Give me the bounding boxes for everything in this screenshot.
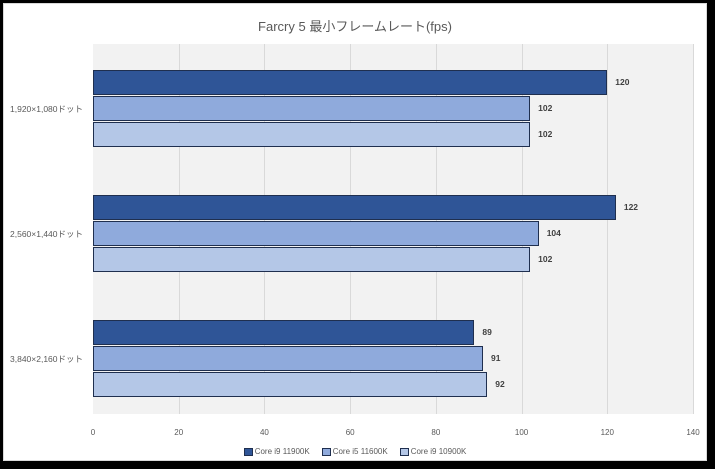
gridline: [693, 44, 694, 414]
x-tick-label: 20: [174, 428, 184, 437]
legend-swatch-icon: [243, 447, 253, 456]
data-label: 102: [538, 129, 553, 139]
data-label: 91: [491, 353, 501, 363]
bar: [93, 96, 531, 121]
legend-label: Core i5 11600K: [332, 447, 388, 456]
category-label: 2,560×1,440ドット: [10, 229, 84, 239]
data-label: 102: [538, 254, 553, 264]
bar: [93, 195, 616, 220]
x-tick-label: 140: [686, 428, 700, 437]
data-label: 92: [495, 379, 505, 389]
chart-frame: Farcry 5 最小フレームレート(fps) 120 102 102 122 104 1…: [3, 3, 707, 461]
bar: [93, 221, 539, 246]
legend-item: Core i9 10900K: [399, 447, 467, 456]
data-label: 120: [615, 77, 630, 87]
legend-swatch-icon: [321, 447, 331, 456]
bar: [93, 346, 483, 371]
x-tick-label: 0: [90, 428, 96, 437]
bar: [93, 247, 531, 272]
x-tick-label: 100: [514, 428, 529, 437]
category-label: 3,840×2,160ドット: [10, 354, 84, 364]
bar: [93, 372, 488, 397]
legend-item: Core i5 11600K: [321, 447, 388, 456]
plot-area: 120 102 102 122 104 102 89 91 92: [93, 44, 694, 414]
legend-label: Core i9 10900K: [410, 447, 467, 456]
chart-title: Farcry 5 最小フレームレート(fps): [258, 19, 452, 34]
legend-swatch-icon: [399, 447, 409, 456]
data-label: 104: [546, 228, 561, 238]
data-label: 102: [538, 103, 553, 113]
bar: [93, 122, 531, 147]
legend-label: Core i9 11900K: [254, 447, 310, 456]
x-tick-label: 80: [431, 428, 441, 437]
legend: Core i9 11900K Core i5 11600K Core i9 1090…: [4, 447, 706, 456]
category-label: 1,920×1,080ドット: [10, 104, 84, 114]
bar: [93, 70, 608, 95]
x-tick-label: 120: [600, 428, 614, 437]
data-label: 122: [623, 202, 639, 212]
gridline: [607, 44, 609, 414]
data-label: 89: [482, 327, 492, 337]
x-tick-label: 60: [345, 428, 355, 437]
legend-item: Core i9 11900K: [243, 447, 310, 456]
bar: [93, 320, 475, 345]
x-tick-label: 40: [259, 428, 269, 437]
